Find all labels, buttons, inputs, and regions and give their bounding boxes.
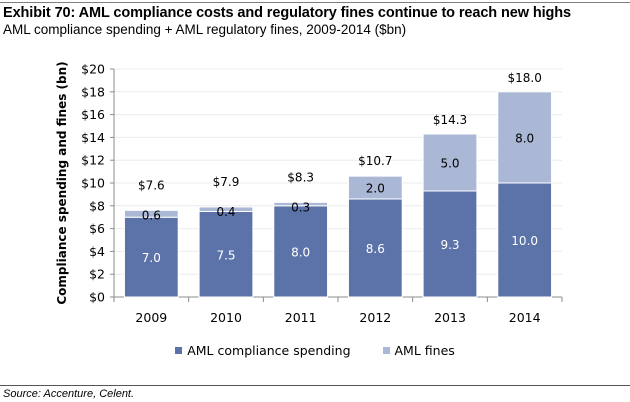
- x-tick-label: 2010: [210, 310, 242, 325]
- bottom-rule: [0, 385, 630, 386]
- data-label-compliance-spending: 9.3: [440, 238, 459, 252]
- data-label-aml-fines: 0.3: [291, 200, 310, 214]
- y-tick-label: $12: [81, 153, 105, 168]
- legend: AML compliance spending AML fines: [0, 342, 630, 358]
- bar-compliance-spending: [123, 216, 179, 298]
- chart-subtitle: AML compliance spending + AML regulatory…: [3, 22, 407, 37]
- y-tick-label: $10: [81, 176, 105, 191]
- y-tick-label: $14: [81, 130, 105, 145]
- data-label-compliance-spending: 8.0: [291, 245, 310, 259]
- data-label-compliance-spending: 7.0: [142, 251, 161, 265]
- legend-label: AML fines: [394, 343, 455, 358]
- data-label-total: $14.3: [433, 113, 467, 127]
- bar-aml-fines: [273, 201, 329, 207]
- y-tick-label: $20: [81, 62, 105, 77]
- bar-compliance-spending: [497, 182, 553, 298]
- y-tick-label: $16: [81, 107, 105, 122]
- bar-aml-fines: [198, 206, 254, 213]
- data-label-aml-fines: 5.0: [440, 156, 459, 170]
- bar-compliance-spending: [347, 198, 403, 298]
- bar-aml-fines: [347, 175, 403, 200]
- bar-aml-fines: [497, 91, 553, 184]
- x-tick-label: 2012: [359, 310, 391, 325]
- data-label-compliance-spending: 8.6: [366, 242, 385, 256]
- data-label-aml-fines: 2.0: [366, 182, 385, 196]
- bars: [123, 91, 553, 298]
- data-label-aml-fines: 0.6: [142, 208, 161, 222]
- data-label-aml-fines: 8.0: [515, 131, 534, 145]
- x-tick-label: 2011: [285, 310, 317, 325]
- y-axis-title: Compliance spending and fines (bn): [55, 61, 69, 304]
- data-label-compliance-spending: 10.0: [511, 234, 538, 248]
- legend-item-aml-fines: AML fines: [382, 343, 455, 358]
- data-label-total: $7.6: [138, 178, 165, 192]
- legend-swatch-compliance-spending: [175, 347, 183, 354]
- bar-aml-fines: [422, 133, 478, 192]
- bar-compliance-spending: [422, 190, 478, 298]
- stacked-bar-chart: $0 $2 $4 $6 $8 $10 $12 $14 $16 $18 $20 2009 2010 201…: [55, 61, 563, 325]
- top-rule: [0, 2, 630, 3]
- y-tick-label: $0: [89, 290, 105, 305]
- x-tick-label: 2009: [135, 310, 167, 325]
- data-label-compliance-spending: 7.5: [216, 248, 235, 262]
- gridlines: [114, 68, 562, 275]
- x-axis: 2009 2010 2011 2012 2013 2014: [113, 296, 563, 325]
- source-note: Source: Accenture, Celent.: [3, 388, 135, 400]
- y-tick-label: $6: [89, 221, 105, 236]
- x-tick-label: 2014: [509, 310, 541, 325]
- data-label-aml-fines: 0.4: [216, 205, 235, 219]
- y-tick-label: $18: [81, 84, 105, 99]
- bar-compliance-spending: [273, 205, 329, 298]
- y-tick-label: $8: [89, 198, 105, 213]
- y-tick-label: $2: [89, 267, 105, 282]
- chart-title: Exhibit 70: AML compliance costs and reg…: [3, 5, 571, 21]
- bar-aml-fines: [123, 209, 179, 218]
- bar-compliance-spending: [198, 211, 254, 298]
- y-axis: $0 $2 $4 $6 $8 $10 $12 $14 $16 $18 $20: [81, 62, 115, 305]
- legend-label: AML compliance spending: [187, 343, 351, 358]
- data-label-total: $10.7: [358, 154, 392, 168]
- y-tick-label: $4: [89, 244, 105, 259]
- data-label-total: $18.0: [507, 71, 541, 85]
- data-labels: 7.0 0.6 $7.6 7.5 0.4 $7.9 8.0 0.3 $8.3 8.6 2.0 $10.…: [138, 71, 542, 265]
- legend-item-compliance-spending: AML compliance spending: [175, 343, 351, 358]
- data-label-total: $8.3: [287, 170, 314, 184]
- data-label-total: $7.9: [213, 175, 240, 189]
- x-tick-label: 2013: [434, 310, 466, 325]
- legend-swatch-aml-fines: [382, 347, 390, 354]
